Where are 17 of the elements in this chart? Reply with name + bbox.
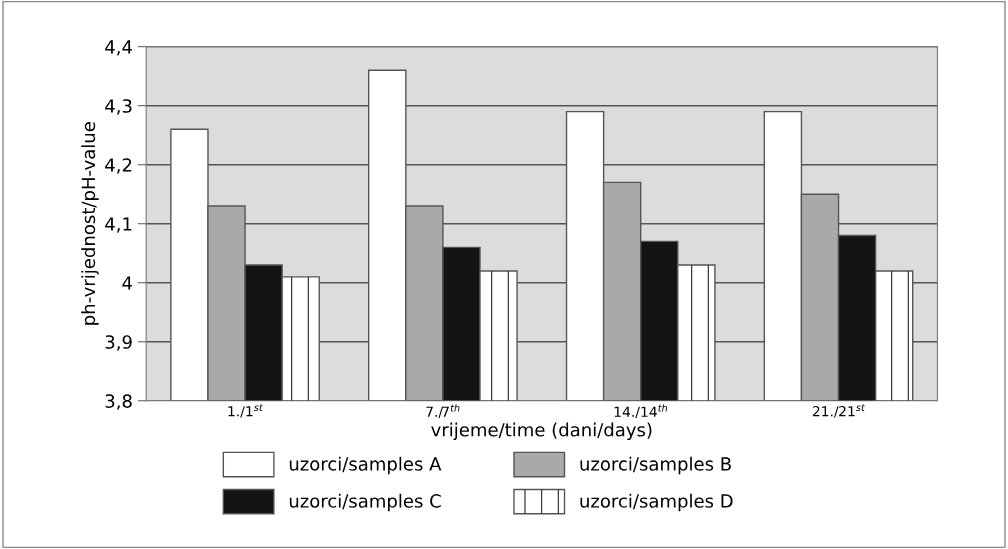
x-tick-label: 14./14$^{th}$ (614, 404, 668, 419)
y-tick-label: 4,3 (105, 99, 132, 115)
x-tick-label: 21./21$^{st}$ (812, 404, 866, 418)
y-tick-label: 4,4 (105, 40, 132, 56)
x-tick-label: 1./1$^{st}$ (228, 404, 264, 418)
legend-label: uzorci/samples C (289, 493, 441, 512)
x-tick-label: 7./7$^{th}$ (426, 404, 460, 419)
y-tick-label: 3,8 (105, 394, 132, 410)
y-tick-label: 3,9 (105, 335, 132, 351)
legend-label: uzorci/samples A (289, 456, 442, 475)
y-tick-label: 4,2 (105, 158, 132, 174)
y-axis-title: ph-vrijednost/pH-value (81, 122, 99, 325)
legend-label: uzorci/samples B (580, 456, 731, 475)
x-axis-title: vrijeme/time (dani/days) (431, 422, 652, 441)
y-tick-label: 4,1 (105, 217, 132, 233)
legend-label: uzorci/samples D (580, 493, 733, 512)
y-tick-label: 4 (122, 276, 132, 290)
